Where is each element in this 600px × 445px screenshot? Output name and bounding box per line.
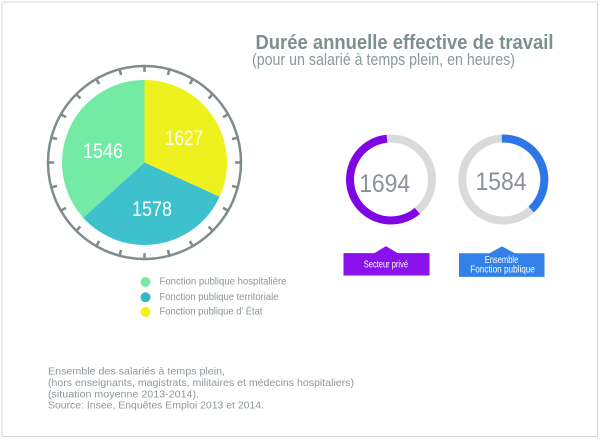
- svg-text:Secteur privé: Secteur privé: [364, 259, 409, 270]
- svg-text:1627: 1627: [165, 127, 203, 150]
- svg-text:1578: 1578: [132, 198, 172, 221]
- svg-text:Fonction publique territoriale: Fonction publique territoriale: [160, 291, 279, 303]
- svg-text:Ensemble: Ensemble: [485, 255, 519, 266]
- svg-text:Source: Insee, Enquêtes Emploi: Source: Insee, Enquêtes Emploi 2013 et 2…: [48, 400, 264, 412]
- svg-text:1546: 1546: [83, 140, 123, 163]
- svg-text:Ensemble des salariés à temps: Ensemble des salariés à temps plein,: [48, 366, 225, 378]
- svg-text:Fonction publique: Fonction publique: [470, 264, 535, 275]
- svg-text:(pour un salarié à temps plein: (pour un salarié à temps plein, en heure…: [252, 51, 515, 69]
- svg-text:1584: 1584: [476, 168, 527, 196]
- svg-text:Durée annuelle effective de tr: Durée annuelle effective de travail: [256, 32, 554, 54]
- svg-text:Fonction publique hospitalière: Fonction publique hospitalière: [160, 276, 287, 288]
- svg-text:1694: 1694: [359, 170, 410, 198]
- svg-text:Fonction publique d’ État: Fonction publique d’ État: [160, 305, 263, 318]
- svg-text:(hors enseignants, magistrats,: (hors enseignants, magistrats, militaire…: [48, 377, 354, 389]
- svg-text:(situation moyenne 2013-2014).: (situation moyenne 2013-2014).: [48, 388, 199, 400]
